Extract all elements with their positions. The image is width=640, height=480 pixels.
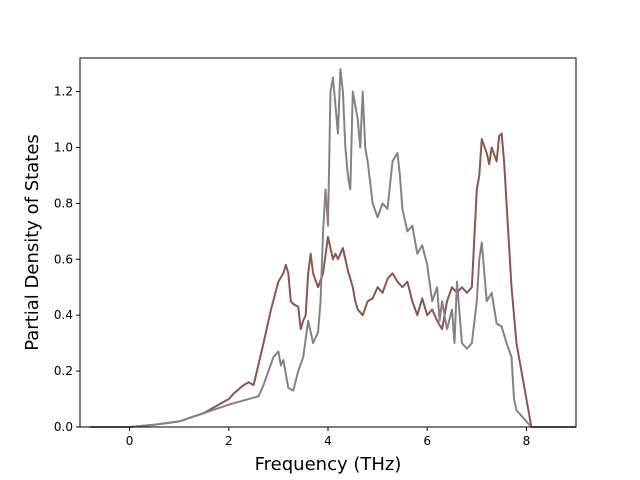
plot-frame	[79, 57, 577, 428]
y-tick-label: 0.0	[54, 420, 73, 434]
y-tick-label: 0.8	[54, 196, 73, 210]
series-line-2	[89, 68, 576, 428]
y-tick-label: 1.0	[54, 140, 73, 154]
x-tick-label: 6	[423, 434, 431, 448]
x-tick-label: 8	[523, 434, 531, 448]
series-line-1	[89, 132, 533, 428]
y-tick-label: 0.6	[54, 252, 73, 266]
series-layer	[89, 68, 576, 428]
x-tick-label: 2	[225, 434, 233, 448]
y-axis-ticks: 0.0 0.2 0.4 0.6 0.8 1.0 1.2	[54, 85, 80, 434]
x-axis-ticks: 0 2 4 6 8	[126, 427, 530, 448]
y-tick-label: 0.2	[54, 364, 73, 378]
x-axis-label: Frequency (THz)	[255, 454, 402, 475]
x-tick-label: 0	[126, 434, 134, 448]
y-tick-label: 0.4	[54, 308, 73, 322]
x-tick-label: 4	[324, 434, 332, 448]
y-tick-label: 1.2	[54, 85, 73, 99]
y-axis-label: Partial Density of States	[22, 134, 43, 351]
